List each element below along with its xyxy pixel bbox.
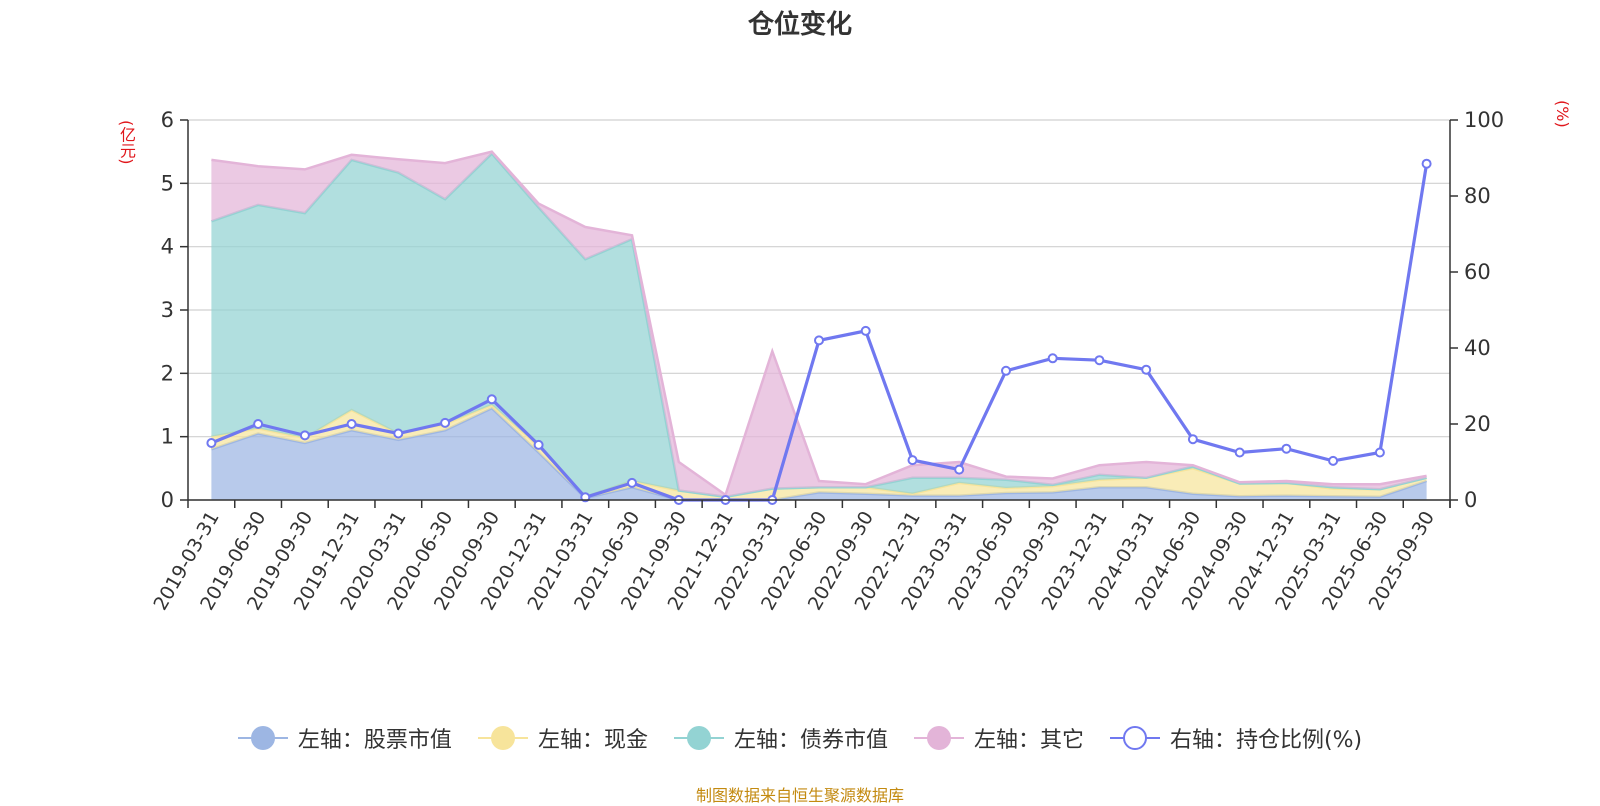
right-tick-label: 60 xyxy=(1464,260,1491,284)
legend: 左轴：股票市值 左轴：现金 左轴：债券市值 左轴：其它 右轴：持仓比例(%) xyxy=(0,722,1600,754)
left-tick-label: 6 xyxy=(161,108,174,132)
legend-item[interactable]: 左轴：现金 xyxy=(477,722,648,754)
ratio-point xyxy=(1328,455,1339,466)
left-tick-label: 3 xyxy=(161,298,174,322)
legend-marker-icon xyxy=(237,726,288,750)
ratio-point xyxy=(1047,353,1058,364)
area-series-1 xyxy=(211,405,1427,500)
ratio-point xyxy=(1421,158,1432,169)
ratio-point xyxy=(1234,447,1245,458)
left-tick-label: 1 xyxy=(161,425,174,449)
ratio-point xyxy=(1141,364,1152,375)
ratio-point xyxy=(253,419,264,429)
left-tick-label: 0 xyxy=(161,488,174,512)
ratio-point xyxy=(907,455,918,466)
right-tick-label: 100 xyxy=(1464,108,1504,132)
ratio-point xyxy=(1001,365,1011,376)
legend-label: 左轴：债券市值 xyxy=(733,728,888,753)
legend-item[interactable]: 右轴：持仓比例(%) xyxy=(1109,722,1363,754)
left-tick-label: 5 xyxy=(161,171,174,195)
right-tick-label: 20 xyxy=(1464,412,1491,436)
area-series-2 xyxy=(211,153,1427,497)
legend-item[interactable]: 左轴：股票市值 xyxy=(237,722,452,754)
legend-label: 右轴：持仓比例(%) xyxy=(1169,728,1363,753)
right-tick-label: 0 xyxy=(1464,488,1477,512)
source-note: 制图数据来自恒生聚源数据库 xyxy=(695,786,904,805)
legend-label: 左轴：其它 xyxy=(973,728,1084,753)
ratio-point xyxy=(299,430,310,441)
ratio-point xyxy=(393,428,404,439)
ratio-point xyxy=(346,419,357,429)
ratio-point xyxy=(533,439,544,450)
ratio-point xyxy=(954,464,965,475)
line-layer xyxy=(206,158,1432,505)
ratio-point xyxy=(440,417,451,428)
left-tick-label: 4 xyxy=(161,235,174,259)
chart-plot: 01234560204060801002019-03-312019-06-302… xyxy=(149,108,1504,614)
ratio-point xyxy=(814,335,824,346)
left-axis-unit: (亿元) xyxy=(117,120,136,165)
legend-label: 左轴：现金 xyxy=(537,728,648,753)
ratio-point xyxy=(206,438,217,448)
right-axis-unit: (%) xyxy=(1553,100,1572,128)
ratio-point xyxy=(486,394,497,405)
area-layer xyxy=(210,150,1428,502)
right-tick-label: 80 xyxy=(1464,184,1491,208)
legend-label: 左轴：股票市值 xyxy=(297,728,452,753)
legend-marker-icon xyxy=(913,726,964,750)
ratio-point xyxy=(1187,434,1198,445)
legend-marker-icon xyxy=(673,726,724,750)
ratio-point xyxy=(860,325,871,336)
area-edge-3 xyxy=(211,150,1427,497)
ratio-point xyxy=(1094,355,1105,366)
right-tick-label: 40 xyxy=(1464,336,1491,360)
legend-marker-icon xyxy=(1109,726,1160,750)
legend-marker-icon xyxy=(477,726,528,750)
left-tick-label: 2 xyxy=(161,361,174,385)
legend-item[interactable]: 左轴：其它 xyxy=(913,722,1084,754)
chart-title: 仓位变化 xyxy=(747,10,852,40)
ratio-point xyxy=(1281,443,1292,454)
ratio-point xyxy=(627,477,637,488)
legend-item[interactable]: 左轴：债券市值 xyxy=(673,722,888,754)
ratio-point xyxy=(1374,447,1385,458)
